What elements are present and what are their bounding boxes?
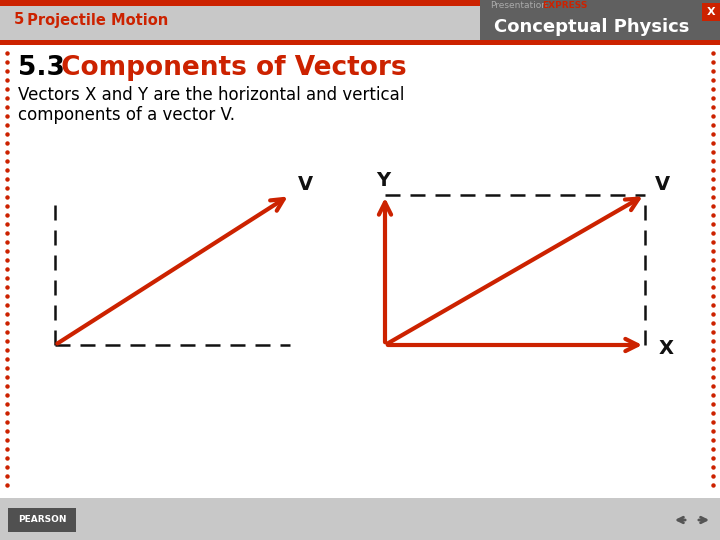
- Text: V: V: [655, 176, 670, 194]
- Text: Y: Y: [376, 172, 390, 191]
- Bar: [702, 3, 720, 21]
- Bar: [0, 498, 720, 540]
- Text: EXPRESS: EXPRESS: [542, 1, 588, 10]
- Text: Projectile Motion: Projectile Motion: [22, 12, 168, 28]
- Bar: [0, 40, 720, 45]
- Bar: [0, 0, 720, 41]
- Text: 5.3: 5.3: [18, 55, 65, 81]
- Text: Components of Vectors: Components of Vectors: [52, 55, 407, 81]
- Bar: [8, 508, 76, 532]
- Text: V: V: [298, 176, 313, 194]
- Bar: [480, 0, 720, 41]
- Text: Conceptual Physics: Conceptual Physics: [495, 18, 690, 36]
- Text: components of a vector V.: components of a vector V.: [18, 106, 235, 124]
- Text: Presentation: Presentation: [490, 1, 547, 10]
- Text: X: X: [659, 340, 674, 359]
- Text: PEARSON: PEARSON: [18, 516, 66, 524]
- Text: Vectors X and Y are the horizontal and vertical: Vectors X and Y are the horizontal and v…: [18, 86, 405, 104]
- Bar: [0, 0, 720, 6]
- Bar: [0, 45, 720, 498]
- Text: 5: 5: [14, 12, 24, 28]
- Text: X: X: [707, 7, 715, 17]
